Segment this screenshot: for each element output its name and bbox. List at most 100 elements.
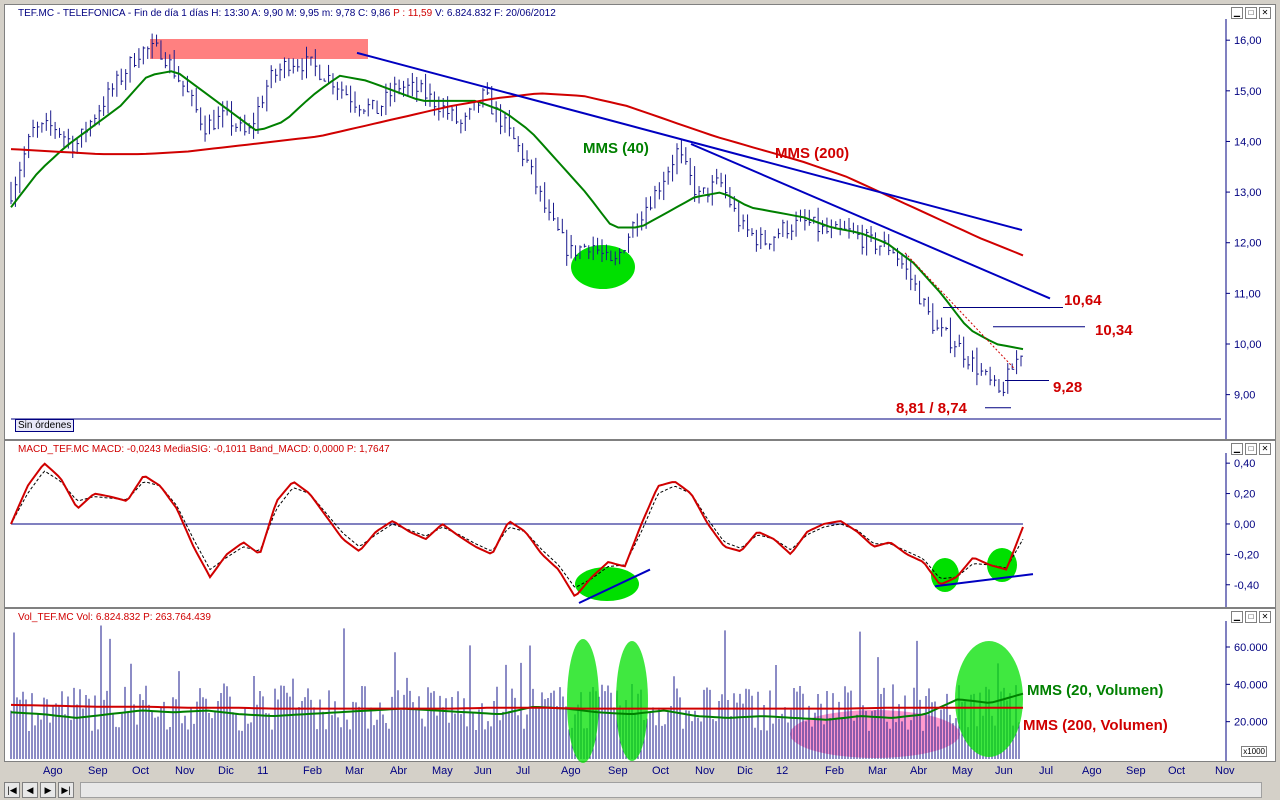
x-axis: Ago Sep Oct Nov Dic 11 Feb Mar Abr May Jun Jul Ago Se…	[4, 762, 1235, 778]
volume-green-ellipse-3	[955, 641, 1023, 757]
volume-green-ellipse-1	[567, 639, 599, 763]
x-tick-label: Jul	[516, 765, 531, 777]
volume-mms200-line	[10, 703, 1023, 710]
macd-header: MACD_TEF.MC MACD: -0,0243 MediaSIG: -0,1…	[18, 444, 390, 455]
price-header: TEF.MC - TELEFONICA - Fin de día 1 días …	[18, 8, 556, 19]
x-tick-label: Feb	[303, 765, 322, 777]
volume-y-tick-label: 60.000	[1234, 642, 1268, 654]
volume-mms20-annotation: MMS (20, Volumen)	[1027, 682, 1163, 699]
close-label: C: 9,86	[358, 8, 391, 19]
mms40-annotation: MMS (40)	[583, 140, 649, 157]
x-tick-label: Dic	[218, 765, 234, 777]
maximize-icon[interactable]: □	[1245, 611, 1257, 623]
macd-y-tick-label: -0,20	[1234, 549, 1259, 561]
level-10-34-annotation: 10,34	[1095, 322, 1133, 339]
x-tick-label: Ago	[561, 765, 581, 777]
mms40-line	[10, 70, 1024, 351]
volume-header: Vol_TEF.MC Vol: 6.824.832 P: 263.764.439	[18, 612, 211, 623]
sin-ordenes-button[interactable]: Sin órdenes	[15, 419, 75, 432]
macd-y-tick-label: 0,40	[1234, 458, 1255, 470]
price-y-tick-label: 14,00	[1234, 136, 1262, 148]
navigation-bar: |◀ ◀ ▶ ▶|	[0, 778, 1280, 800]
macd-y-tick-label: 0,00	[1234, 519, 1255, 531]
x-tick-label: Oct	[132, 765, 150, 777]
close-icon[interactable]: ✕	[1259, 7, 1271, 19]
price-y-tick-label: 10,00	[1234, 339, 1262, 351]
macd-signal: MediaSIG: -0,1011	[163, 444, 247, 455]
last-icon[interactable]: ▶|	[58, 782, 74, 798]
trendline-lower	[690, 143, 1051, 300]
x-tick-label: Abr	[910, 765, 928, 777]
maximize-icon[interactable]: □	[1245, 7, 1257, 19]
date-label: F: 20/06/2012	[494, 8, 556, 19]
volume-chart: 60.000 40.000 20.000 MMS (20, Volumen) MMS (…	[10, 621, 1268, 763]
x-tick-label: Feb	[825, 765, 844, 777]
macd-trend-2	[934, 573, 1034, 588]
next-icon[interactable]: ▶	[40, 782, 56, 798]
x-tick-label: Nov	[695, 765, 715, 777]
price-green-ellipse	[571, 245, 635, 289]
vol-value: Vol: 6.824.832	[76, 612, 141, 623]
macd-trend-1	[578, 568, 651, 604]
volume-window-buttons: ▁ □ ✕	[1231, 611, 1271, 623]
x-tick-label: May	[952, 765, 973, 777]
vol-p: P: 263.764.439	[143, 612, 211, 623]
close-icon[interactable]: ✕	[1259, 443, 1271, 455]
volume-pane[interactable]: Vol_TEF.MC Vol: 6.824.832 P: 263.764.439…	[4, 608, 1276, 763]
x-tick-label: Mar	[868, 765, 887, 777]
macd-green-ellipse-1	[575, 567, 639, 601]
macd-y-tick-label: -0,40	[1234, 580, 1259, 592]
macd-line	[10, 462, 1024, 598]
volume-mms20-line	[10, 692, 1024, 721]
volume-y-tick-label: 40.000	[1234, 679, 1268, 691]
maximize-icon[interactable]: □	[1245, 443, 1257, 455]
x-tick-label: Dic	[737, 765, 753, 777]
x-tick-label: Mar	[345, 765, 364, 777]
x-tick-label: Nov	[175, 765, 195, 777]
price-chart: 16,00 15,00 14,00 13,00 12,00 11,00 10,00 9,00 M…	[10, 19, 1262, 439]
minimize-icon[interactable]: ▁	[1231, 443, 1243, 455]
trendline-upper	[356, 51, 1023, 232]
x-tick-label: Jun	[995, 765, 1013, 777]
x-tick-label: 11	[257, 765, 269, 777]
horizontal-scrollbar[interactable]	[80, 782, 1262, 798]
time-label: H: 13:30	[211, 8, 250, 19]
macd-p: P: 1,7647	[346, 444, 390, 455]
resistance-highlight	[150, 39, 368, 59]
macd-signal-line	[10, 470, 1024, 588]
macd-pane[interactable]: MACD_TEF.MC MACD: -0,0243 MediaSIG: -0,1…	[4, 440, 1276, 608]
price-y-tick-label: 12,00	[1234, 238, 1262, 250]
x-tick-label: Ago	[1082, 765, 1102, 777]
x-tick-label: Sep	[88, 765, 108, 777]
x-tick-label: Abr	[390, 765, 408, 777]
mms200-annotation: MMS (200)	[775, 145, 849, 162]
price-y-tick-label: 15,00	[1234, 86, 1262, 98]
prev-icon[interactable]: ◀	[22, 782, 38, 798]
price-pane[interactable]: TEF.MC - TELEFONICA - Fin de día 1 días …	[4, 4, 1276, 440]
close-icon[interactable]: ✕	[1259, 611, 1271, 623]
first-icon[interactable]: |◀	[4, 782, 20, 798]
level-10-64-annotation: 10,64	[1064, 292, 1102, 309]
minimize-icon[interactable]: ▁	[1231, 7, 1243, 19]
macd-name: MACD_TEF.MC	[18, 444, 90, 455]
volume-mms200-annotation: MMS (200, Volumen)	[1023, 717, 1168, 734]
macd-green-ellipse-3	[987, 548, 1017, 582]
x-tick-label: 12	[776, 765, 789, 777]
level-9-28-annotation: 9,28	[1053, 379, 1082, 396]
x-tick-label: Jul	[1039, 765, 1054, 777]
x-tick-label: Ago	[43, 765, 63, 777]
x-tick-label: Sep	[1126, 765, 1146, 777]
macd-value: MACD: -0,0243	[91, 444, 161, 455]
p-label: P : 11,59	[393, 8, 433, 19]
macd-band: Band_MACD: 0,0000	[249, 444, 345, 455]
volume-y-tick-label: 20.000	[1234, 717, 1268, 729]
open-label: A: 9,90	[251, 8, 283, 19]
volume-label: V: 6.824.832	[434, 8, 492, 19]
price-y-tick-label: 9,00	[1234, 390, 1255, 402]
minimize-icon[interactable]: ▁	[1231, 611, 1243, 623]
x-tick-label: Sep	[608, 765, 628, 777]
macd-y-tick-label: 0,20	[1234, 489, 1255, 501]
scale-box: x1000	[1241, 746, 1267, 757]
dashed-trend	[904, 252, 1016, 370]
price-y-tick-label: 11,00	[1234, 288, 1261, 300]
